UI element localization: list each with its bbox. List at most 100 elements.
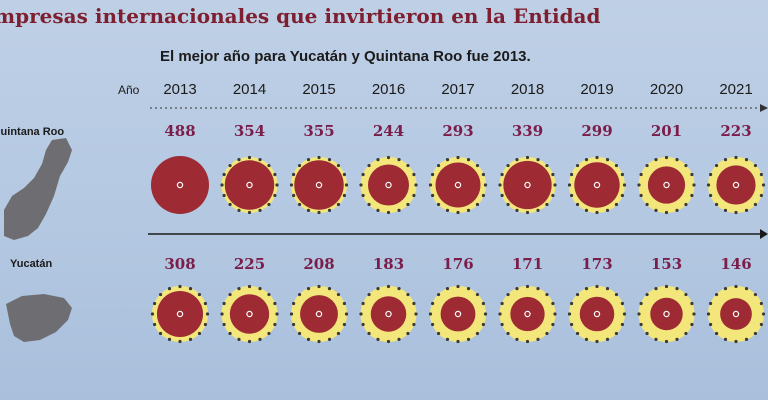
halo-dot — [639, 193, 643, 198]
halo-dot — [188, 286, 193, 291]
halo-dot — [684, 292, 688, 297]
halo-dot — [506, 202, 510, 207]
halo-dot — [690, 322, 694, 327]
chart-subtitle: El mejor año para Yucatán y Quintana Roo… — [160, 48, 531, 65]
halo-dot — [397, 157, 401, 162]
halo-dot — [220, 183, 224, 187]
halo-dot — [637, 183, 641, 187]
halo-dot — [430, 322, 435, 327]
halo-dot — [690, 301, 694, 306]
halo-dot — [551, 193, 555, 198]
year-tick-label: 2020 — [650, 81, 683, 98]
data-point: 308 — [150, 255, 210, 344]
halo-dot — [645, 163, 649, 168]
halo-dot — [708, 301, 713, 306]
quintana-roo-map-icon — [4, 138, 72, 240]
halo-dot — [466, 337, 471, 342]
halo-dot — [237, 337, 241, 342]
halo-dot — [675, 208, 679, 213]
halo-dot — [664, 284, 669, 289]
halo-dot — [317, 210, 321, 215]
halo-dot — [506, 163, 510, 168]
halo-dot — [327, 337, 332, 342]
halo-dot — [690, 172, 694, 177]
row-divider-arrow — [760, 229, 768, 239]
halo-dot — [761, 312, 766, 316]
halo-dot — [475, 331, 480, 336]
halo-dot — [247, 210, 252, 215]
halo-dot — [744, 208, 749, 213]
halo-dot — [430, 193, 435, 198]
data-point: 176 — [428, 255, 488, 344]
halo-dot — [445, 208, 450, 213]
halo-dot — [361, 301, 365, 306]
halo-dot — [291, 301, 296, 306]
halo-dot — [361, 172, 365, 177]
halo-dot — [258, 337, 262, 342]
halo-dot — [723, 337, 728, 342]
halo-dot — [759, 301, 764, 306]
halo-dot — [714, 163, 719, 168]
halo-dot — [675, 337, 679, 342]
data-label: 153 — [651, 255, 682, 273]
halo-dot — [412, 301, 416, 306]
halo-dot — [654, 208, 658, 213]
bubble-mark — [579, 296, 615, 332]
halo-dot — [228, 163, 232, 168]
bubble-center-ring — [663, 181, 670, 189]
halo-dot — [336, 163, 341, 168]
halo-dot — [197, 292, 202, 297]
halo-dot — [327, 157, 332, 162]
halo-dot — [753, 202, 758, 207]
halo-dot — [306, 157, 311, 162]
halo-dot — [654, 337, 658, 342]
data-label: 208 — [303, 255, 334, 273]
halo-dot — [430, 172, 435, 177]
halo-dot — [575, 163, 580, 168]
halo-dot — [317, 284, 321, 289]
halo-dot — [637, 312, 641, 316]
halo-dot — [639, 301, 643, 306]
halo-dot — [327, 208, 332, 213]
data-label: 171 — [512, 255, 543, 273]
halo-dot — [205, 312, 210, 316]
halo-dot — [273, 172, 277, 177]
halo-dot — [317, 155, 321, 160]
data-label: 299 — [581, 122, 612, 140]
data-label: 488 — [164, 122, 195, 140]
data-label: 173 — [581, 255, 612, 273]
halo-dot — [567, 312, 572, 316]
bubble-mark — [716, 165, 756, 205]
halo-dot — [247, 155, 252, 160]
halo-dot — [291, 193, 296, 198]
bubble-center-ring — [593, 181, 601, 189]
year-tick-label: 2013 — [163, 81, 196, 98]
data-label: 354 — [234, 122, 265, 140]
halo-dot — [723, 208, 728, 213]
data-point: 293 — [428, 122, 488, 215]
halo-dot — [675, 286, 679, 291]
data-label: 244 — [373, 122, 404, 140]
halo-dot — [569, 322, 574, 327]
halo-dot — [569, 301, 574, 306]
halo-dot — [506, 331, 510, 336]
halo-dot — [605, 337, 610, 342]
halo-dot — [412, 322, 416, 327]
halo-dot — [475, 202, 480, 207]
data-label: 201 — [651, 122, 682, 140]
halo-dot — [684, 163, 688, 168]
bubble-mark — [229, 294, 270, 334]
halo-dot — [436, 292, 441, 297]
halo-dot — [734, 339, 738, 344]
data-label: 183 — [373, 255, 404, 273]
data-point: 225 — [220, 255, 279, 344]
halo-dot — [275, 312, 279, 316]
halo-dot — [152, 322, 157, 327]
year-tick-label: 2017 — [441, 81, 474, 98]
halo-dot — [483, 183, 488, 187]
halo-dot — [620, 172, 625, 177]
data-point: 171 — [498, 255, 557, 344]
halo-dot — [734, 210, 738, 215]
halo-dot — [237, 157, 241, 162]
